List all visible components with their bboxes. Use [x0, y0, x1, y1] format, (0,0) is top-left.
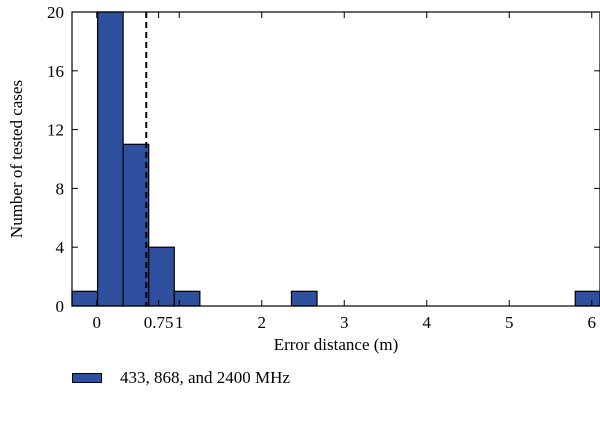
- legend-swatch: [72, 373, 102, 383]
- x-axis-title: Error distance (m): [274, 335, 399, 354]
- histogram-bar: [290, 290, 318, 307]
- y-tick-label: 4: [56, 238, 65, 257]
- x-tick-label: 4: [423, 313, 432, 332]
- y-tick-label: 8: [56, 179, 65, 198]
- histogram-bar: [122, 143, 150, 307]
- histogram-bar: [71, 290, 99, 307]
- histogram-bar: [574, 290, 600, 307]
- x-tick-label: 3: [340, 313, 349, 332]
- histogram-bar: [148, 246, 175, 307]
- x-tick-label: 5: [505, 313, 514, 332]
- y-tick-label: 12: [47, 121, 64, 140]
- histogram-bar: [96, 11, 124, 307]
- axes-layer: [71, 11, 600, 307]
- y-tick-label: 16: [47, 62, 64, 81]
- y-tick-label: 0: [56, 297, 65, 316]
- legend-label: 433, 868, and 2400 MHz: [120, 368, 290, 387]
- x-tick-label: 0.75: [144, 313, 174, 332]
- x-tick-label: 1: [175, 313, 184, 332]
- x-tick-label: 6: [588, 313, 597, 332]
- histogram-bar: [173, 290, 201, 307]
- y-axis-title: Number of tested cases: [7, 80, 26, 238]
- plot-frame: [71, 11, 600, 307]
- legend: 433, 868, and 2400 MHz: [72, 368, 290, 388]
- x-tick-label: 2: [258, 313, 267, 332]
- x-tick-label: 0: [93, 313, 102, 332]
- bars-layer: [71, 11, 600, 307]
- y-tick-label: 20: [47, 3, 64, 22]
